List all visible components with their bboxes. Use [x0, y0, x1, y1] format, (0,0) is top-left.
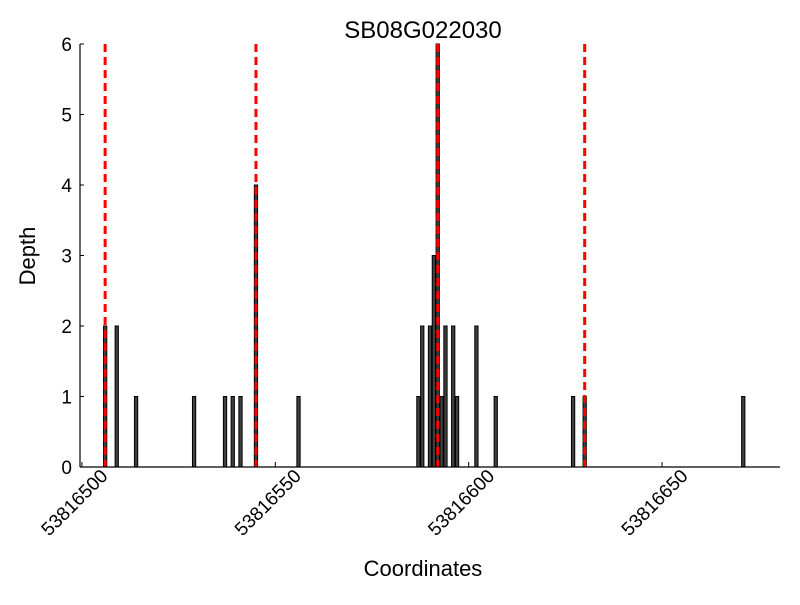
chart-title: SB08G022030 [344, 17, 501, 44]
bar [296, 396, 301, 468]
bar [420, 325, 425, 468]
bar [133, 396, 139, 468]
axes: 0 1 2 3 4 5 6 53816500 53816550 53816600 53816650 [38, 35, 780, 540]
bar [582, 396, 587, 468]
bar [114, 325, 119, 468]
bar [222, 396, 228, 468]
bar [493, 396, 498, 468]
bar [191, 396, 197, 468]
y-tick-label: 5 [61, 106, 72, 127]
reference-lines [103, 44, 587, 467]
bar [474, 325, 479, 468]
x-tick-label: 53816600 [424, 466, 499, 541]
y-tick-label: 2 [61, 317, 72, 338]
bar [741, 396, 746, 468]
y-tick-label: 4 [61, 176, 72, 197]
bar [416, 396, 421, 468]
y-tick-label: 1 [61, 388, 72, 409]
x-tick-label: 53816500 [38, 466, 113, 541]
bar [454, 396, 460, 468]
x-tick-label: 53816650 [618, 466, 693, 541]
x-axis-label: Coordinates [364, 556, 483, 581]
bar [451, 325, 456, 468]
bars [103, 43, 746, 468]
x-tick-label: 53816550 [231, 466, 306, 541]
bar [238, 396, 243, 468]
bar [439, 396, 444, 468]
y-tick-label: 6 [61, 35, 72, 56]
bar [570, 396, 576, 468]
bar [443, 325, 448, 468]
y-axis-label: Depth [15, 227, 40, 286]
bar [431, 255, 437, 468]
bar [427, 325, 433, 468]
y-tick-label: 0 [61, 458, 72, 479]
bar [230, 396, 235, 468]
y-tick-label: 3 [61, 247, 72, 268]
